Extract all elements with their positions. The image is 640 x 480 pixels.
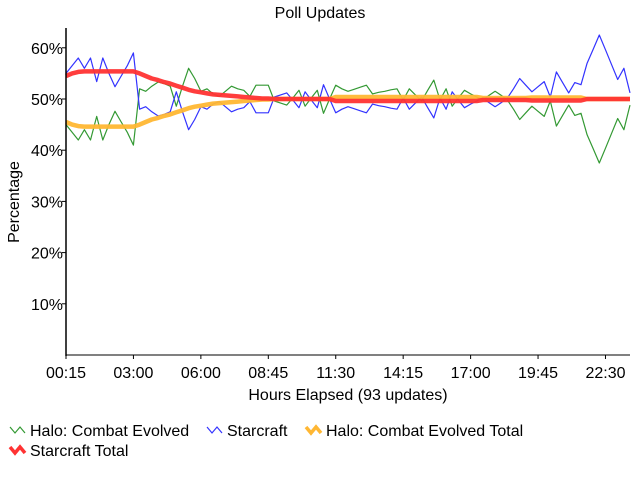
series-line-halo-combat-evolved-total <box>65 94 630 129</box>
chart-title: Poll Updates <box>275 5 366 22</box>
x-tick-label: 11:30 <box>316 365 355 382</box>
legend-swatch-icon <box>8 444 27 456</box>
legend-label: Starcraft <box>227 423 288 440</box>
plot-lines <box>65 34 631 164</box>
x-tick-label: 00:15 <box>46 365 86 382</box>
x-tick-label: 06:00 <box>181 365 221 382</box>
legend-label: Starcraft Total <box>30 443 128 460</box>
x-ticks: 00:15 03:00 06:00 08:45 11:30 14:15 17:00 19:45… <box>46 355 626 382</box>
x-tick-label: 19:45 <box>518 365 558 382</box>
legend: Halo: Combat Evolved Starcraft Halo: Comba… <box>8 423 523 460</box>
series-line-halo-combat-evolved <box>65 67 631 164</box>
y-ticks: 10% 20% 30% 40% 50% 60% <box>31 41 66 314</box>
x-tick-label: 08:45 <box>248 365 288 382</box>
series-line-starcraft <box>65 34 631 131</box>
y-tick-label: 30% <box>31 194 63 211</box>
x-axis-label: Hours Elapsed (93 updates) <box>248 387 447 404</box>
x-tick-label: 03:00 <box>113 365 153 382</box>
legend-label: Halo: Combat Evolved Total <box>326 423 523 440</box>
x-tick-label: 22:30 <box>585 365 625 382</box>
y-tick-label: 40% <box>31 143 63 160</box>
y-axis-label: Percentage <box>6 161 23 243</box>
legend-label: Halo: Combat Evolved <box>30 423 189 440</box>
legend-swatch-icon <box>9 426 26 434</box>
y-tick-label: 10% <box>31 297 63 314</box>
y-tick-label: 60% <box>31 41 63 58</box>
legend-swatch-icon <box>304 424 323 436</box>
legend-swatch-icon <box>206 426 223 434</box>
y-tick-label: 50% <box>31 92 63 109</box>
x-tick-label: 17:00 <box>451 365 491 382</box>
series-line-starcraft-total <box>65 69 630 104</box>
y-tick-label: 20% <box>31 246 63 263</box>
x-tick-label: 14:15 <box>383 365 423 382</box>
